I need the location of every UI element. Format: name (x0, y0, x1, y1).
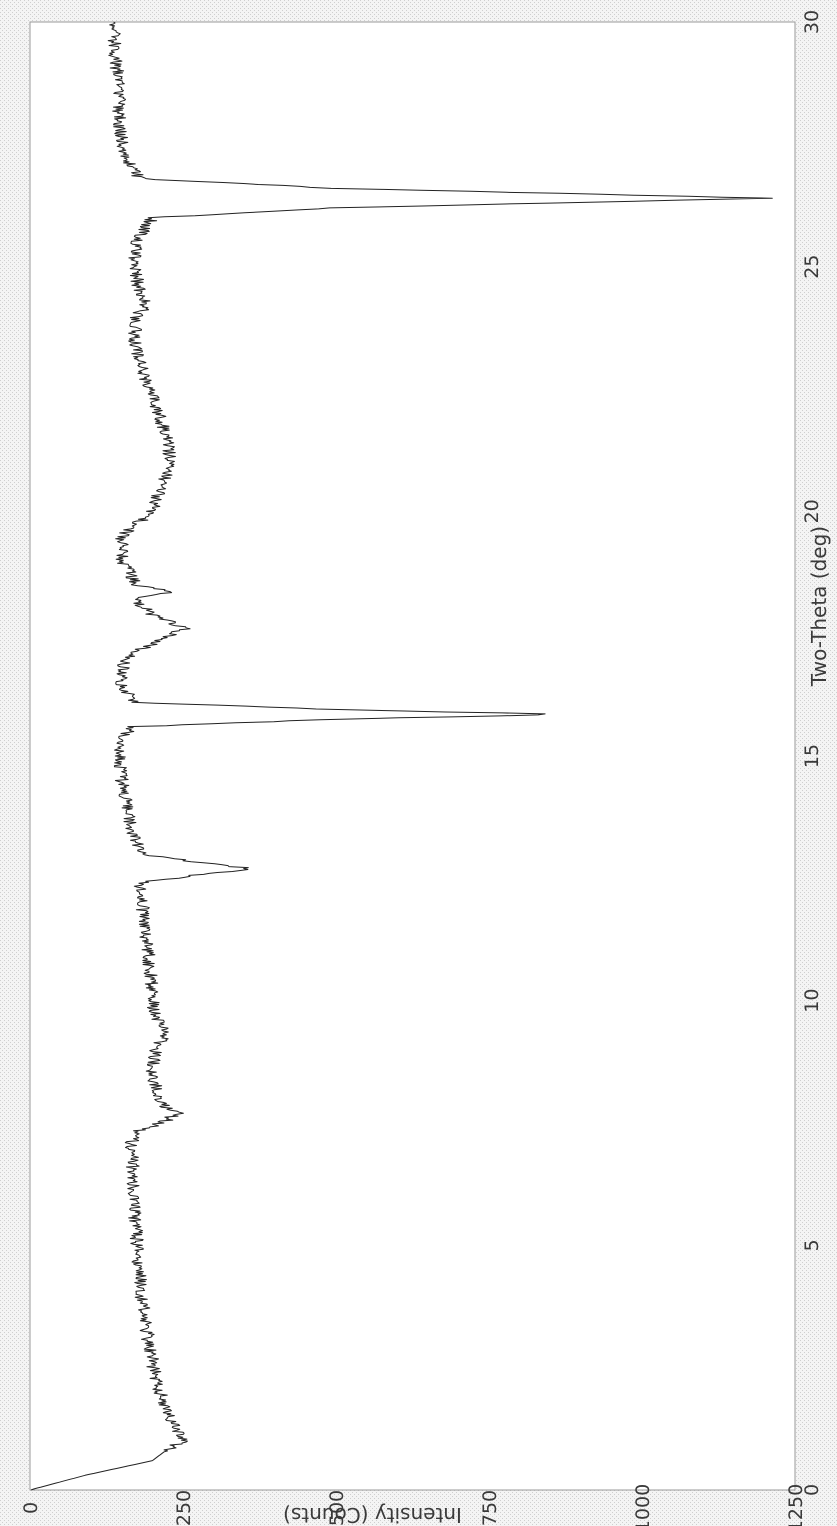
y-tick-label: 1000 (632, 1484, 654, 1526)
y-tick-label: 0 (20, 1502, 42, 1514)
y-tick-label: 250 (173, 1490, 195, 1526)
x-tick-label: 15 (801, 744, 823, 768)
x-tick-label: 25 (801, 255, 823, 279)
x-axis-title: Two-Theta (deg) (807, 526, 831, 687)
x-tick-label: 20 (801, 499, 823, 523)
y-tick-label: 750 (479, 1490, 501, 1526)
x-tick-label: 30 (801, 10, 823, 34)
x-tick-label: 0 (801, 1484, 823, 1496)
series-line-0 (30, 21, 773, 1491)
x-tick-label: 10 (801, 989, 823, 1013)
y-axis-title: Intensity (Counts) (283, 1503, 462, 1526)
x-tick-label: 5 (801, 1239, 823, 1251)
plot-area (29, 21, 796, 1491)
y-tick-label: 1250 (785, 1484, 807, 1526)
y-tick-label: 500 (326, 1490, 348, 1526)
